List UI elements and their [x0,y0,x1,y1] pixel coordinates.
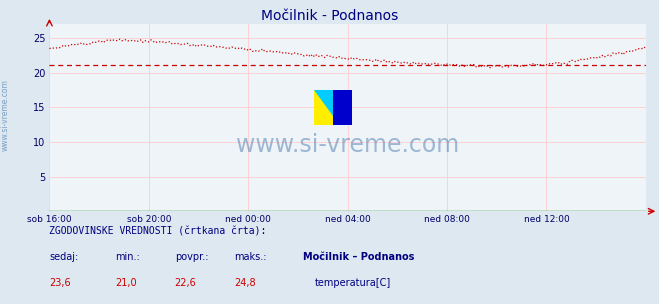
Text: 23,6: 23,6 [49,278,71,288]
Polygon shape [314,90,333,116]
Text: 22,6: 22,6 [175,278,196,288]
Text: povpr.:: povpr.: [175,252,208,262]
Bar [314,90,333,125]
Text: sedaj:: sedaj: [49,252,78,262]
Text: 24,8: 24,8 [234,278,256,288]
Text: www.si-vreme.com: www.si-vreme.com [236,133,459,157]
Text: Močilnik - Podnanos: Močilnik - Podnanos [261,9,398,23]
Text: 21,0: 21,0 [115,278,137,288]
Text: ZGODOVINSKE VREDNOSTI (črtkana črta):: ZGODOVINSKE VREDNOSTI (črtkana črta): [49,226,267,237]
Text: temperatura[C]: temperatura[C] [315,278,391,288]
Text: maks.:: maks.: [234,252,266,262]
Text: www.si-vreme.com: www.si-vreme.com [1,80,10,151]
Text: Močilnik – Podnanos: Močilnik – Podnanos [303,252,415,262]
Bar [333,90,352,125]
Text: min.:: min.: [115,252,140,262]
